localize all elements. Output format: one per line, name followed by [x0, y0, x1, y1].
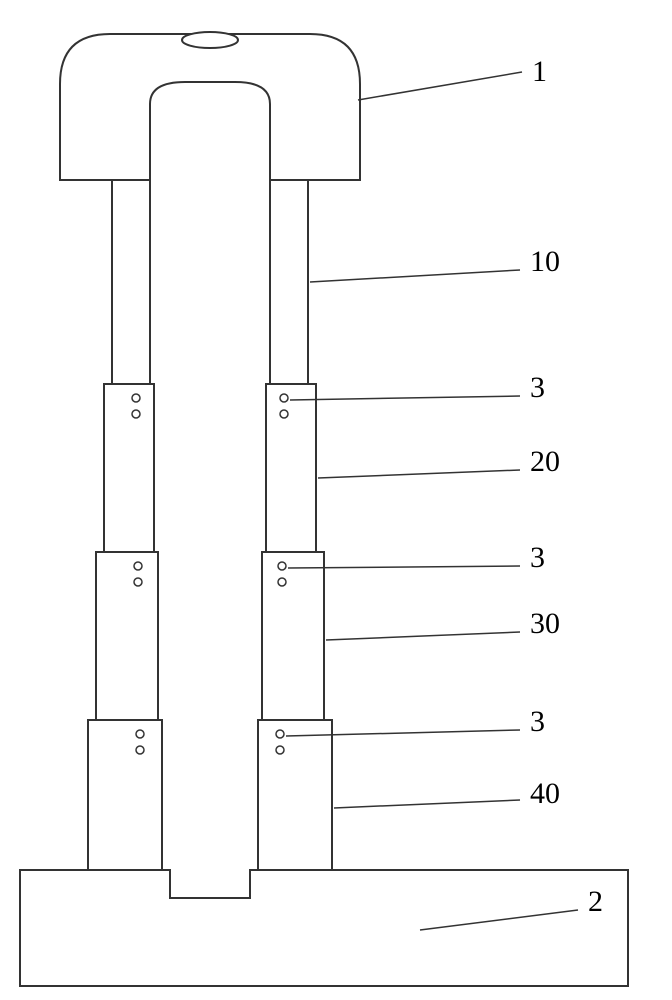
label-20: 20	[530, 445, 560, 479]
release-button	[182, 32, 238, 48]
leader-line	[310, 270, 520, 282]
drawing-canvas: 1 10 3 20 3 30 3 40 2	[0, 0, 672, 1000]
label-3: 3	[530, 705, 545, 739]
label-10: 10	[530, 245, 560, 279]
leader-line	[358, 72, 522, 100]
leader-line	[326, 632, 520, 640]
segment-20-left	[104, 384, 154, 552]
label-40: 40	[530, 777, 560, 811]
label-30: 30	[530, 607, 560, 641]
leader-line	[290, 396, 520, 400]
label-2: 2	[588, 885, 603, 919]
handle-part-1	[60, 34, 360, 384]
segment-30-left	[96, 552, 158, 720]
leader-line	[318, 470, 520, 478]
leader-line	[334, 800, 520, 808]
diagram-svg	[0, 0, 672, 1000]
segment-20-right	[266, 384, 316, 552]
base-part-2	[20, 870, 628, 986]
label-1: 1	[532, 55, 547, 89]
segment-30-right	[262, 552, 324, 720]
label-3: 3	[530, 541, 545, 575]
label-3: 3	[530, 371, 545, 405]
segment-40-right	[258, 720, 332, 870]
segment-40-left	[88, 720, 162, 870]
